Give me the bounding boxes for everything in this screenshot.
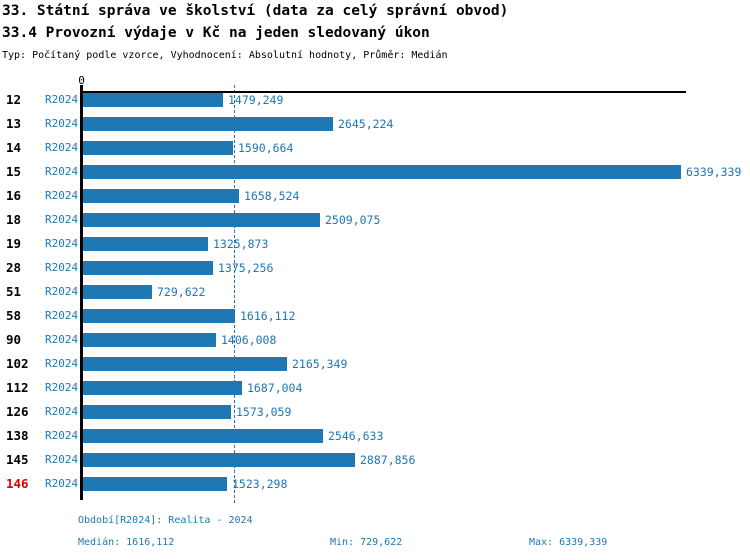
x-axis-line xyxy=(80,91,686,93)
row-period-label: R2024 xyxy=(45,285,79,298)
bar xyxy=(83,477,227,491)
y-axis-line xyxy=(80,85,83,500)
row-id-label: 19 xyxy=(6,236,22,251)
row-period-label: R2024 xyxy=(45,141,79,154)
row-id-label: 138 xyxy=(6,428,29,443)
bar-value-label: 1687,004 xyxy=(247,381,303,395)
row-period-label: R2024 xyxy=(45,405,79,418)
bar-value-label: 2165,349 xyxy=(292,357,348,371)
bar-value-label: 1616,112 xyxy=(240,309,296,323)
report-meta-line: Typ: Počítaný podle vzorce, Vyhodnocení:… xyxy=(2,50,448,61)
footer-period: Období[R2024]: Realita - 2024 xyxy=(78,515,253,526)
row-id-label: 15 xyxy=(6,164,22,179)
bar xyxy=(83,333,216,347)
row-period-label: R2024 xyxy=(45,477,79,490)
footer-min: Min: 729,622 xyxy=(330,537,403,548)
row-id-label: 18 xyxy=(6,212,22,227)
bar-value-label: 1325,873 xyxy=(213,237,269,251)
median-line xyxy=(234,85,235,503)
row-period-label: R2024 xyxy=(45,429,79,442)
row-id-label: 102 xyxy=(6,356,29,371)
row-id-label: 28 xyxy=(6,260,22,275)
footer-max: Max: 6339,339 xyxy=(529,537,608,548)
bar-value-label: 2887,856 xyxy=(360,453,416,467)
bar-value-label: 2546,633 xyxy=(328,429,384,443)
row-period-label: R2024 xyxy=(45,165,79,178)
row-period-label: R2024 xyxy=(45,381,79,394)
bar xyxy=(83,165,681,179)
row-id-label: 51 xyxy=(6,284,22,299)
bar-value-label: 1375,256 xyxy=(218,261,274,275)
row-id-label: 58 xyxy=(6,308,22,323)
row-id-label: 13 xyxy=(6,116,22,131)
row-id-label: 90 xyxy=(6,332,22,347)
row-period-label: R2024 xyxy=(45,309,79,322)
bar xyxy=(83,405,231,419)
bar-value-label: 1573,059 xyxy=(236,405,292,419)
row-id-label: 16 xyxy=(6,188,22,203)
bar xyxy=(83,285,152,299)
row-period-label: R2024 xyxy=(45,453,79,466)
row-period-label: R2024 xyxy=(45,261,79,274)
row-id-label: 14 xyxy=(6,140,22,155)
bar-value-label: 1658,524 xyxy=(244,189,300,203)
bar-value-label: 1406,008 xyxy=(221,333,277,347)
row-period-label: R2024 xyxy=(45,213,79,226)
bar xyxy=(83,429,323,443)
bar-value-label: 1590,664 xyxy=(238,141,294,155)
axis-zero-label: 0 xyxy=(78,74,85,87)
row-id-label: 112 xyxy=(6,380,29,395)
bar xyxy=(83,141,233,155)
report-title: 33. Státní správa ve školství (data za c… xyxy=(2,3,509,19)
bar-value-label: 6339,339 xyxy=(686,165,742,179)
bar-value-label: 1523,298 xyxy=(232,477,288,491)
row-period-label: R2024 xyxy=(45,93,79,106)
bar xyxy=(83,261,213,275)
row-period-label: R2024 xyxy=(45,357,79,370)
row-period-label: R2024 xyxy=(45,117,79,130)
row-id-label: 12 xyxy=(6,92,22,107)
row-period-label: R2024 xyxy=(45,189,79,202)
bar xyxy=(83,357,287,371)
row-period-label: R2024 xyxy=(45,237,79,250)
row-id-label: 146 xyxy=(6,476,29,491)
bar-value-label: 1479,249 xyxy=(228,93,284,107)
row-period-label: R2024 xyxy=(45,333,79,346)
bar xyxy=(83,237,208,251)
bar xyxy=(83,381,242,395)
bar-value-label: 729,622 xyxy=(157,285,206,299)
bar xyxy=(83,309,235,323)
bar-value-label: 2509,075 xyxy=(325,213,381,227)
bar xyxy=(83,453,355,467)
footer-median: Medián: 1616,112 xyxy=(78,537,175,548)
row-id-label: 145 xyxy=(6,452,29,467)
row-id-label: 126 xyxy=(6,404,29,419)
bar xyxy=(83,189,239,203)
report-subtitle: 33.4 Provozní výdaje v Kč na jeden sledo… xyxy=(2,25,430,41)
bar xyxy=(83,93,223,107)
bar-value-label: 2645,224 xyxy=(338,117,394,131)
bar xyxy=(83,117,333,131)
bar xyxy=(83,213,320,227)
